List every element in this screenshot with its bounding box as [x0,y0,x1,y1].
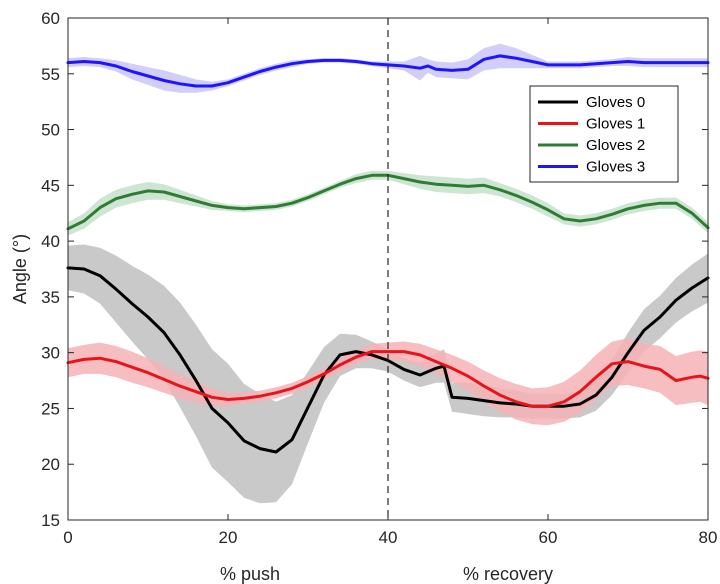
line-gloves-1 [66,350,710,408]
x-tick-label: 20 [219,528,238,547]
legend-label-gloves-1: Gloves 1 [586,116,645,133]
y-axis-label: Angle (°) [10,234,30,304]
band-gloves-0 [68,244,708,504]
y-tick-label: 40 [41,232,60,251]
y-tick-label: 35 [41,288,60,307]
line-gloves-0 [66,266,710,454]
legend: Gloves 0 Gloves 1 Gloves 2 Gloves 3 [529,85,679,183]
band-gloves-2 [68,170,708,236]
x-tick-label: 80 [699,528,718,547]
y-tick-label: 60 [41,9,60,28]
y-tick-label: 45 [41,176,60,195]
x-tick-label: 40 [379,528,398,547]
legend-label-gloves-0: Gloves 0 [586,94,645,111]
y-tick-label: 25 [41,399,60,418]
line-gloves-3 [66,54,710,88]
y-tick-label: 15 [41,511,60,530]
y-axis-ticks: 15 20 25 30 35 40 45 50 55 60 [41,9,708,530]
x-axis-label-push: % push [220,564,280,584]
y-tick-label: 20 [41,455,60,474]
x-tick-label: 0 [63,528,72,547]
y-tick-label: 50 [41,121,60,140]
y-tick-label: 30 [41,344,60,363]
x-axis-label-recovery: % recovery [463,564,553,584]
x-tick-label: 60 [539,528,558,547]
legend-label-gloves-3: Gloves 3 [586,159,645,176]
legend-label-gloves-2: Gloves 2 [586,137,645,154]
y-tick-label: 55 [41,65,60,84]
band-gloves-1 [68,338,708,426]
series-lines [66,54,710,454]
x-axis-ticks: 0 20 40 60 80 [63,18,717,547]
